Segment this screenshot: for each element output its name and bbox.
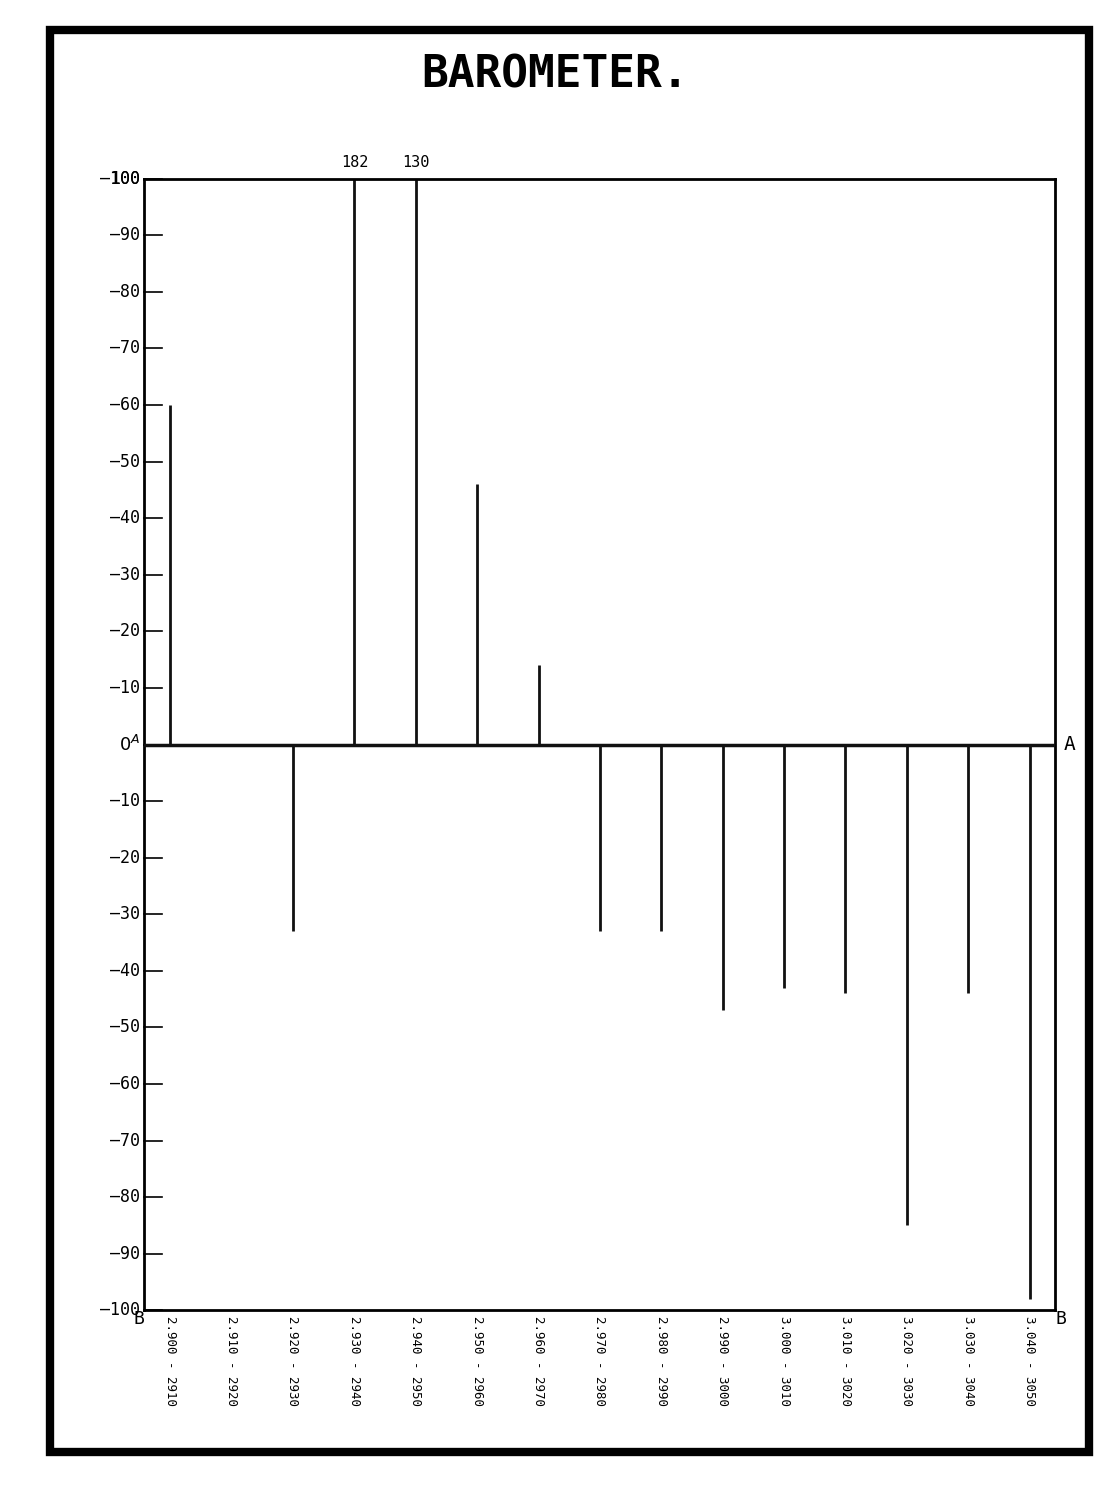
- Text: 2.930 - 2940: 2.930 - 2940: [348, 1316, 361, 1406]
- Text: 3.010 - 3020: 3.010 - 3020: [839, 1316, 852, 1406]
- Text: —50: —50: [110, 1018, 140, 1036]
- Text: —50: —50: [110, 453, 140, 471]
- Text: 3.020 - 3030: 3.020 - 3030: [900, 1316, 913, 1406]
- Text: 3.030 - 3040: 3.030 - 3040: [962, 1316, 974, 1406]
- Text: 100: 100: [110, 170, 140, 188]
- Text: —10: —10: [110, 792, 140, 810]
- Text: —100: —100: [100, 1301, 140, 1319]
- Text: —30: —30: [110, 566, 140, 584]
- Text: 2.950 - 2960: 2.950 - 2960: [471, 1316, 483, 1406]
- Text: 2.990 - 3000: 2.990 - 3000: [717, 1316, 729, 1406]
- Text: 2.900 - 2910: 2.900 - 2910: [163, 1316, 177, 1406]
- Text: 2.960 - 2970: 2.960 - 2970: [532, 1316, 546, 1406]
- Text: —60: —60: [110, 396, 140, 414]
- Text: —30: —30: [110, 905, 140, 923]
- Text: 2.920 - 2930: 2.920 - 2930: [287, 1316, 300, 1406]
- Text: 182: 182: [341, 155, 368, 170]
- Text: —70: —70: [110, 1132, 140, 1150]
- Text: —100: —100: [100, 170, 140, 188]
- Text: 2.940 - 2950: 2.940 - 2950: [409, 1316, 422, 1406]
- Text: BAROMETER.: BAROMETER.: [422, 54, 689, 97]
- Text: B: B: [133, 1310, 144, 1328]
- Text: 3.040 - 3050: 3.040 - 3050: [1023, 1316, 1037, 1406]
- Text: —90: —90: [110, 226, 140, 244]
- Text: 2.970 - 2980: 2.970 - 2980: [593, 1316, 607, 1406]
- Text: $0^A$: $0^A$: [119, 734, 140, 755]
- Text: A: A: [1064, 736, 1075, 753]
- Text: —80: —80: [110, 283, 140, 301]
- Text: —40: —40: [110, 962, 140, 980]
- Text: 2.980 - 2990: 2.980 - 2990: [654, 1316, 668, 1406]
- Text: 130: 130: [402, 155, 430, 170]
- Text: —90: —90: [110, 1245, 140, 1263]
- Text: —20: —20: [110, 849, 140, 867]
- Text: —20: —20: [110, 622, 140, 640]
- Text: —10: —10: [110, 679, 140, 697]
- Text: —80: —80: [110, 1188, 140, 1206]
- Text: —70: —70: [110, 339, 140, 357]
- Text: —60: —60: [110, 1075, 140, 1093]
- Text: B: B: [1055, 1310, 1067, 1328]
- Text: 2.910 - 2920: 2.910 - 2920: [226, 1316, 238, 1406]
- Text: —40: —40: [110, 509, 140, 527]
- Text: 3.000 - 3010: 3.000 - 3010: [778, 1316, 791, 1406]
